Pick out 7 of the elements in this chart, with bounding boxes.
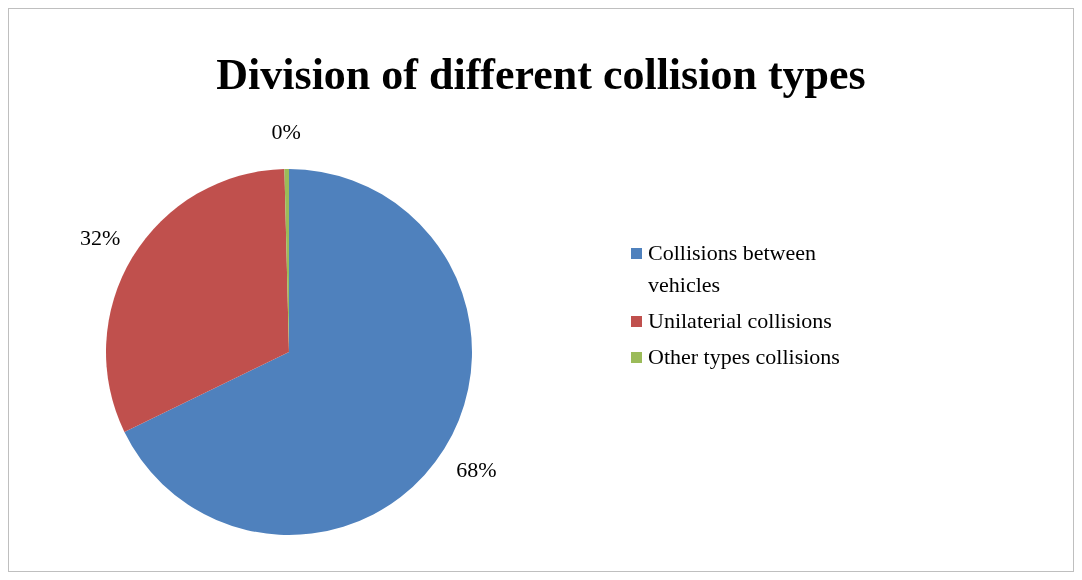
data-label: 32%	[80, 224, 121, 250]
chart-title: Division of different collision types	[215, 49, 867, 100]
data-label: 68%	[456, 456, 497, 482]
legend-label: Other types collisions	[648, 343, 841, 371]
legend-label: Unilaterial collisions	[648, 307, 833, 335]
data-label: 0%	[271, 118, 301, 144]
legend-label: Collisions between vehicles	[648, 239, 818, 299]
